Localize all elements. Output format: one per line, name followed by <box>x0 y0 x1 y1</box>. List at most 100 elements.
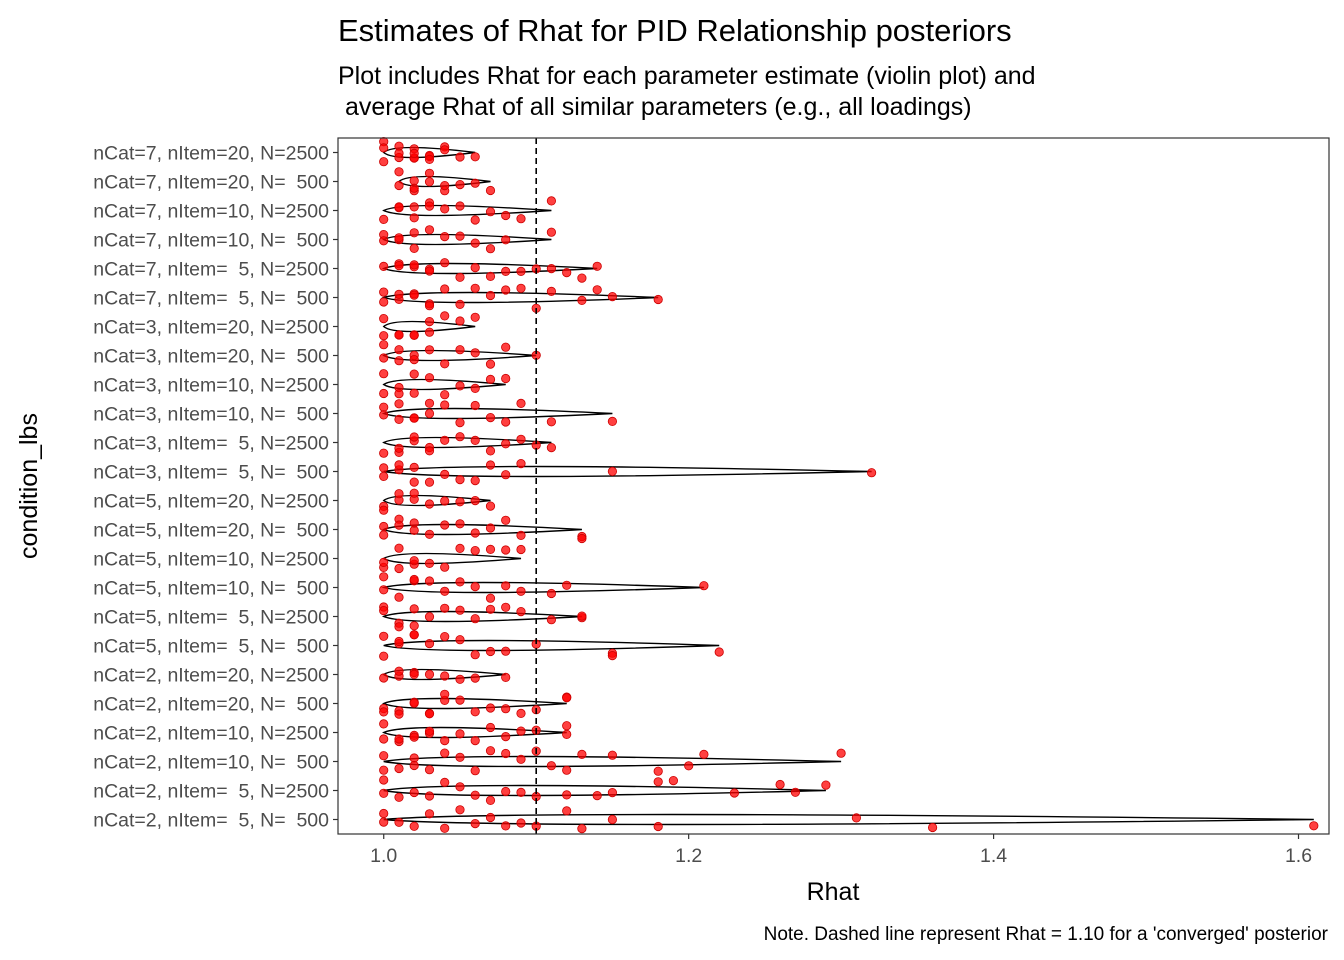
data-point <box>440 631 450 642</box>
data-point <box>455 201 465 211</box>
y-tick-label: nCat=3, nItem=20, N= 500 <box>93 346 329 368</box>
data-point <box>546 263 557 274</box>
data-point <box>394 180 404 191</box>
data-point <box>409 732 419 742</box>
category-group <box>379 258 602 283</box>
y-tick-label: nCat=5, nItem=10, N=2500 <box>93 549 329 571</box>
data-point <box>455 272 465 282</box>
data-point <box>485 271 496 281</box>
y-tick-label: nCat=7, nItem=20, N=2500 <box>93 143 329 165</box>
data-point <box>379 505 389 515</box>
data-point <box>440 562 450 572</box>
data-point <box>501 602 511 612</box>
data-point <box>379 463 389 473</box>
data-point <box>699 749 709 760</box>
data-point <box>440 145 450 155</box>
y-tick-label: nCat=2, nItem= 5, N=2500 <box>93 781 329 803</box>
data-point <box>455 432 465 442</box>
y-tick-label: nCat=3, nItem=10, N= 500 <box>93 404 329 426</box>
category-group <box>379 602 587 632</box>
data-point <box>577 273 587 283</box>
data-point <box>409 821 419 831</box>
chart-caption: Note. Dashed line represent Rhat = 1.10 … <box>764 924 1329 945</box>
data-point <box>394 489 404 499</box>
data-point <box>394 414 404 424</box>
data-point <box>485 746 496 756</box>
data-point <box>501 704 511 714</box>
data-point <box>424 709 435 719</box>
data-point <box>409 621 419 631</box>
data-point <box>516 214 526 224</box>
data-point <box>714 647 724 657</box>
data-point <box>485 460 496 470</box>
data-point <box>394 399 404 409</box>
data-point <box>470 528 480 538</box>
data-point <box>455 805 465 815</box>
data-point <box>394 356 404 366</box>
data-point <box>562 721 572 731</box>
data-point <box>607 466 618 476</box>
data-point <box>440 735 450 746</box>
data-point <box>394 734 404 744</box>
data-point <box>379 471 389 481</box>
data-point <box>394 233 404 243</box>
data-point <box>455 695 465 705</box>
data-point <box>394 792 404 802</box>
data-point <box>455 782 465 792</box>
data-point <box>409 413 419 423</box>
category-group <box>379 805 1319 834</box>
data-point <box>379 765 389 775</box>
data-point <box>607 787 618 798</box>
category-group <box>379 666 511 684</box>
data-point <box>440 603 450 613</box>
data-point <box>592 261 602 271</box>
data-point <box>485 703 496 713</box>
data-point <box>501 581 511 591</box>
x-tick-label: 1.0 <box>370 845 397 867</box>
data-point <box>394 543 404 553</box>
data-point <box>501 210 511 221</box>
y-axis-title: condition_lbs <box>15 413 43 559</box>
data-point <box>455 231 465 241</box>
data-point <box>424 327 435 337</box>
data-point <box>546 442 557 453</box>
data-point <box>668 775 679 786</box>
data-point <box>562 267 572 278</box>
data-point <box>394 817 404 827</box>
data-point <box>379 530 389 540</box>
data-point <box>470 735 480 746</box>
data-point <box>440 390 450 400</box>
data-point <box>379 719 389 729</box>
data-point <box>379 572 389 582</box>
data-point <box>424 576 435 586</box>
data-point <box>394 202 404 212</box>
data-point <box>470 262 480 273</box>
data-point <box>379 143 389 153</box>
data-point <box>394 622 404 632</box>
data-point <box>424 669 435 680</box>
data-point <box>470 383 480 393</box>
data-point <box>409 488 419 498</box>
y-tick-label: nCat=2, nItem=20, N=2500 <box>93 665 329 687</box>
data-point <box>455 180 465 190</box>
data-point <box>379 734 389 744</box>
category-group <box>379 719 572 747</box>
violin-shape <box>382 552 522 565</box>
data-point <box>394 443 404 453</box>
data-point <box>409 556 419 566</box>
data-point <box>577 295 587 305</box>
data-point <box>577 823 587 834</box>
x-axis-title: Rhat <box>807 878 860 906</box>
data-point <box>470 312 480 322</box>
data-point <box>424 446 435 456</box>
data-point <box>440 284 450 294</box>
data-point <box>394 330 404 340</box>
data-point <box>394 763 404 774</box>
data-point <box>516 787 526 798</box>
y-tick-label: nCat=2, nItem=10, N= 500 <box>93 752 329 774</box>
data-point <box>729 788 740 798</box>
data-point <box>485 604 496 614</box>
data-point <box>424 499 435 509</box>
data-point <box>699 581 709 591</box>
data-point <box>562 765 572 775</box>
